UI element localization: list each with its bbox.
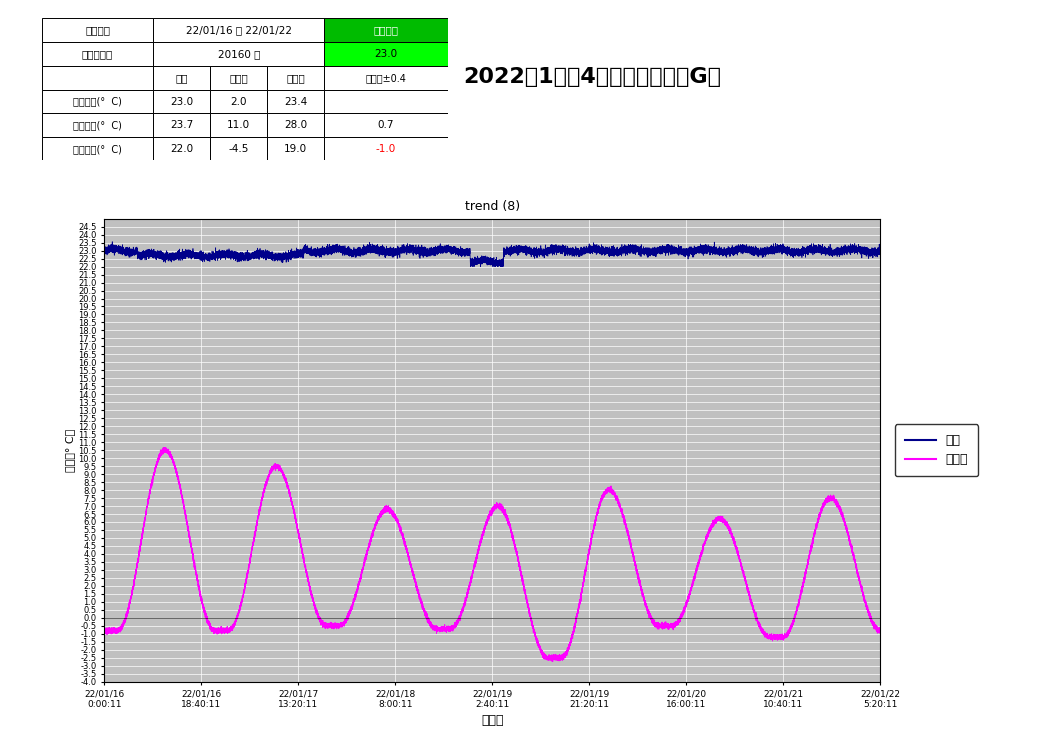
Text: 目標差±0.4: 目標差±0.4 — [366, 73, 406, 83]
外気温 — [284, 492, 297, 501]
室温 — [106, 238, 119, 246]
Text: 最低温度(°  C): 最低温度(° C) — [73, 144, 122, 154]
Bar — [267, 90, 324, 114]
外気温 — [218, 628, 230, 636]
Text: 0.7: 0.7 — [378, 120, 394, 130]
Bar — [324, 42, 448, 66]
Text: 2.0: 2.0 — [230, 97, 247, 106]
Legend: 室温, 外気温: 室温, 外気温 — [894, 424, 978, 476]
Bar — [42, 66, 153, 90]
Bar — [267, 114, 324, 137]
Text: 22.0: 22.0 — [170, 144, 194, 154]
Line: 外気温: 外気温 — [104, 448, 880, 662]
外気温 — [98, 625, 110, 634]
Bar — [324, 90, 448, 114]
Text: 20160 回: 20160 回 — [218, 49, 259, 59]
Text: 28.0: 28.0 — [284, 120, 307, 130]
室温 — [874, 246, 887, 255]
室温 — [138, 251, 150, 260]
Text: 11.0: 11.0 — [227, 120, 250, 130]
外気温 — [157, 443, 170, 452]
Bar — [153, 66, 210, 90]
Bar — [210, 66, 267, 90]
室温 — [720, 248, 733, 257]
Text: 23.0: 23.0 — [170, 97, 194, 106]
Text: 平均温度(°  C): 平均温度(° C) — [73, 97, 122, 106]
Text: -4.5: -4.5 — [228, 144, 249, 154]
Bar — [324, 114, 448, 137]
Text: 最高温度(°  C): 最高温度(° C) — [73, 120, 122, 130]
Bar — [42, 137, 153, 160]
室温 — [465, 257, 477, 265]
Text: 目標温度: 目標温度 — [374, 26, 399, 35]
Bar — [42, 114, 153, 137]
Y-axis label: 温度（° C）: 温度（° C） — [66, 429, 75, 472]
Text: 2022年1月第4週　自己評価【G】: 2022年1月第4週 自己評価【G】 — [464, 66, 722, 87]
Bar — [42, 42, 153, 66]
Bar — [153, 137, 210, 160]
Line: 室温: 室温 — [104, 242, 880, 267]
X-axis label: 測定日: 測定日 — [481, 714, 503, 728]
外気温 — [546, 658, 559, 666]
Bar — [153, 18, 324, 42]
Bar — [153, 114, 210, 137]
Bar — [42, 90, 153, 114]
Text: 計測記録数: 計測記録数 — [82, 49, 114, 59]
Text: 23.0: 23.0 — [374, 49, 398, 59]
Text: 室温: 室温 — [176, 73, 189, 83]
Bar — [324, 66, 448, 90]
室温 — [218, 251, 230, 260]
Text: 空調機: 空調機 — [287, 73, 305, 83]
Bar — [210, 90, 267, 114]
Bar — [42, 18, 153, 42]
Bar — [210, 114, 267, 137]
室温 — [464, 262, 476, 271]
Text: 22/01/16 ～ 22/01/22: 22/01/16 ～ 22/01/22 — [185, 26, 292, 35]
Bar — [267, 66, 324, 90]
Text: -1.0: -1.0 — [376, 144, 396, 154]
Text: 23.7: 23.7 — [170, 120, 194, 130]
Bar — [153, 90, 210, 114]
室温 — [764, 246, 776, 254]
Text: 19.0: 19.0 — [284, 144, 307, 154]
Text: 外気温: 外気温 — [229, 73, 248, 83]
室温 — [284, 249, 297, 258]
Bar — [324, 18, 448, 42]
Bar — [210, 137, 267, 160]
Text: 対象期間: 対象期間 — [85, 26, 110, 35]
Bar — [324, 137, 448, 160]
Title: trend (8): trend (8) — [465, 200, 520, 214]
Bar — [153, 42, 324, 66]
外気温 — [764, 634, 776, 643]
Bar — [267, 137, 324, 160]
室温 — [98, 245, 110, 254]
外気温 — [465, 576, 477, 585]
外気温 — [874, 626, 887, 635]
Text: 23.4: 23.4 — [284, 97, 307, 106]
外気温 — [138, 523, 150, 532]
外気温 — [720, 521, 733, 530]
